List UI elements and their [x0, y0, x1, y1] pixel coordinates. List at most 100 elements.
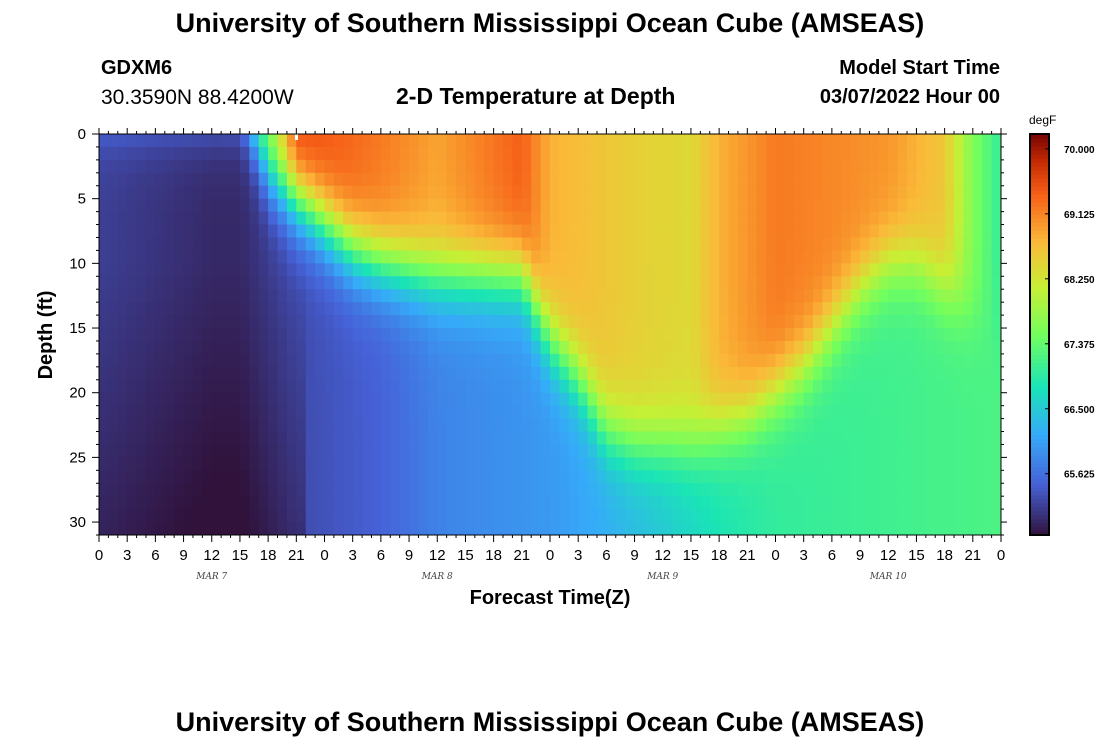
heatmap-cell — [192, 431, 203, 446]
heatmap-cell — [982, 431, 993, 446]
heatmap-cell — [456, 431, 467, 446]
heatmap-cell — [831, 353, 842, 368]
heatmap-cell — [380, 470, 391, 484]
heatmap-cell — [296, 340, 307, 355]
heatmap-cell — [681, 289, 692, 303]
heatmap-cell — [446, 470, 457, 484]
heatmap-cell — [380, 172, 391, 187]
heatmap-cell — [343, 250, 354, 264]
model-start-label: Model Start Time — [839, 57, 1000, 79]
heatmap-cell — [803, 328, 814, 342]
heatmap-cell — [503, 457, 514, 471]
heatmap-cell — [474, 289, 485, 303]
heatmap-cell — [925, 392, 936, 407]
heatmap-cell — [456, 340, 467, 355]
heatmap-cell — [474, 340, 485, 355]
heatmap-cell — [794, 353, 805, 368]
heatmap-cell — [371, 263, 382, 277]
heatmap-cell — [437, 159, 448, 174]
heatmap-cell — [493, 276, 504, 290]
heatmap-cell — [954, 237, 965, 252]
heatmap-cell — [183, 134, 194, 148]
heatmap-cell — [155, 522, 166, 535]
heatmap-cell — [709, 276, 720, 290]
heatmap-cell — [578, 289, 589, 303]
heatmap-cell — [719, 366, 730, 381]
heatmap-cell — [568, 302, 579, 316]
heatmap-cell — [681, 134, 692, 148]
heatmap-cell — [221, 198, 232, 213]
heatmap-cell — [775, 431, 786, 446]
heatmap-cell — [653, 198, 664, 213]
heatmap-cell — [249, 418, 260, 433]
heatmap-cell — [878, 134, 889, 148]
heatmap-cell — [841, 146, 852, 161]
heatmap-cell — [145, 276, 156, 290]
heatmap-cell — [484, 418, 495, 433]
heatmap-cell — [99, 444, 109, 458]
heatmap-cell — [813, 289, 824, 303]
heatmap-cell — [221, 379, 232, 394]
heatmap-cell — [925, 302, 936, 316]
heatmap-cell — [286, 302, 297, 316]
heatmap-cell — [653, 379, 664, 394]
heatmap-cell — [897, 444, 908, 458]
heatmap-cell — [117, 237, 128, 252]
heatmap-cell — [145, 263, 156, 277]
heatmap-cell — [446, 315, 457, 329]
heatmap-cell — [362, 276, 373, 290]
heatmap-cell — [963, 172, 974, 187]
heatmap-cell — [277, 146, 288, 161]
heatmap-cell — [174, 237, 185, 252]
heatmap-cell — [324, 431, 335, 446]
heatmap-cell — [521, 431, 532, 446]
heatmap-cell — [446, 483, 457, 497]
heatmap-cell — [409, 470, 420, 484]
heatmap-cell — [625, 340, 636, 355]
heatmap-cell — [446, 237, 457, 252]
heatmap-cell — [99, 224, 109, 239]
y-tick-label: 0 — [78, 126, 86, 143]
heatmap-cell — [164, 418, 175, 433]
heatmap-cell — [550, 185, 560, 200]
heatmap-cell — [474, 302, 485, 316]
heatmap-cell — [268, 483, 279, 497]
heatmap-cell — [155, 509, 166, 523]
heatmap-cell — [315, 483, 326, 497]
heatmap-cell — [643, 483, 654, 497]
heatmap-cell — [615, 146, 626, 161]
heatmap-cell — [211, 379, 222, 394]
heatmap-cell — [972, 211, 983, 226]
heatmap-cell — [775, 392, 786, 407]
heatmap-cell — [587, 172, 598, 187]
heatmap-cell — [333, 457, 344, 471]
heatmap-cell — [831, 457, 842, 471]
heatmap-cell — [662, 418, 673, 433]
heatmap-cell — [944, 392, 955, 407]
heatmap-cell — [681, 392, 692, 407]
heatmap-cell — [813, 470, 824, 484]
heatmap-cell — [803, 392, 814, 407]
heatmap-cell — [850, 340, 861, 355]
heatmap-cell — [803, 224, 814, 239]
heatmap-cell — [456, 224, 467, 239]
heatmap-cell — [916, 522, 927, 535]
heatmap-cell — [390, 379, 401, 394]
heatmap-cell — [737, 315, 748, 329]
heatmap-cell — [192, 483, 203, 497]
heatmap-cell — [145, 496, 156, 510]
heatmap-cell — [493, 457, 504, 471]
heatmap-cell — [925, 134, 936, 148]
heatmap-cell — [982, 185, 993, 200]
heatmap-cell — [446, 198, 457, 213]
heatmap-cell — [625, 159, 636, 174]
heatmap-cell — [935, 379, 946, 394]
heatmap-cell — [963, 159, 974, 174]
heatmap-cell — [540, 146, 551, 161]
heatmap-cell — [709, 328, 720, 342]
heatmap-cell — [136, 457, 147, 471]
heatmap-cell — [822, 302, 833, 316]
heatmap-cell — [963, 289, 974, 303]
heatmap-cell — [493, 496, 504, 510]
heatmap-cell — [174, 315, 185, 329]
